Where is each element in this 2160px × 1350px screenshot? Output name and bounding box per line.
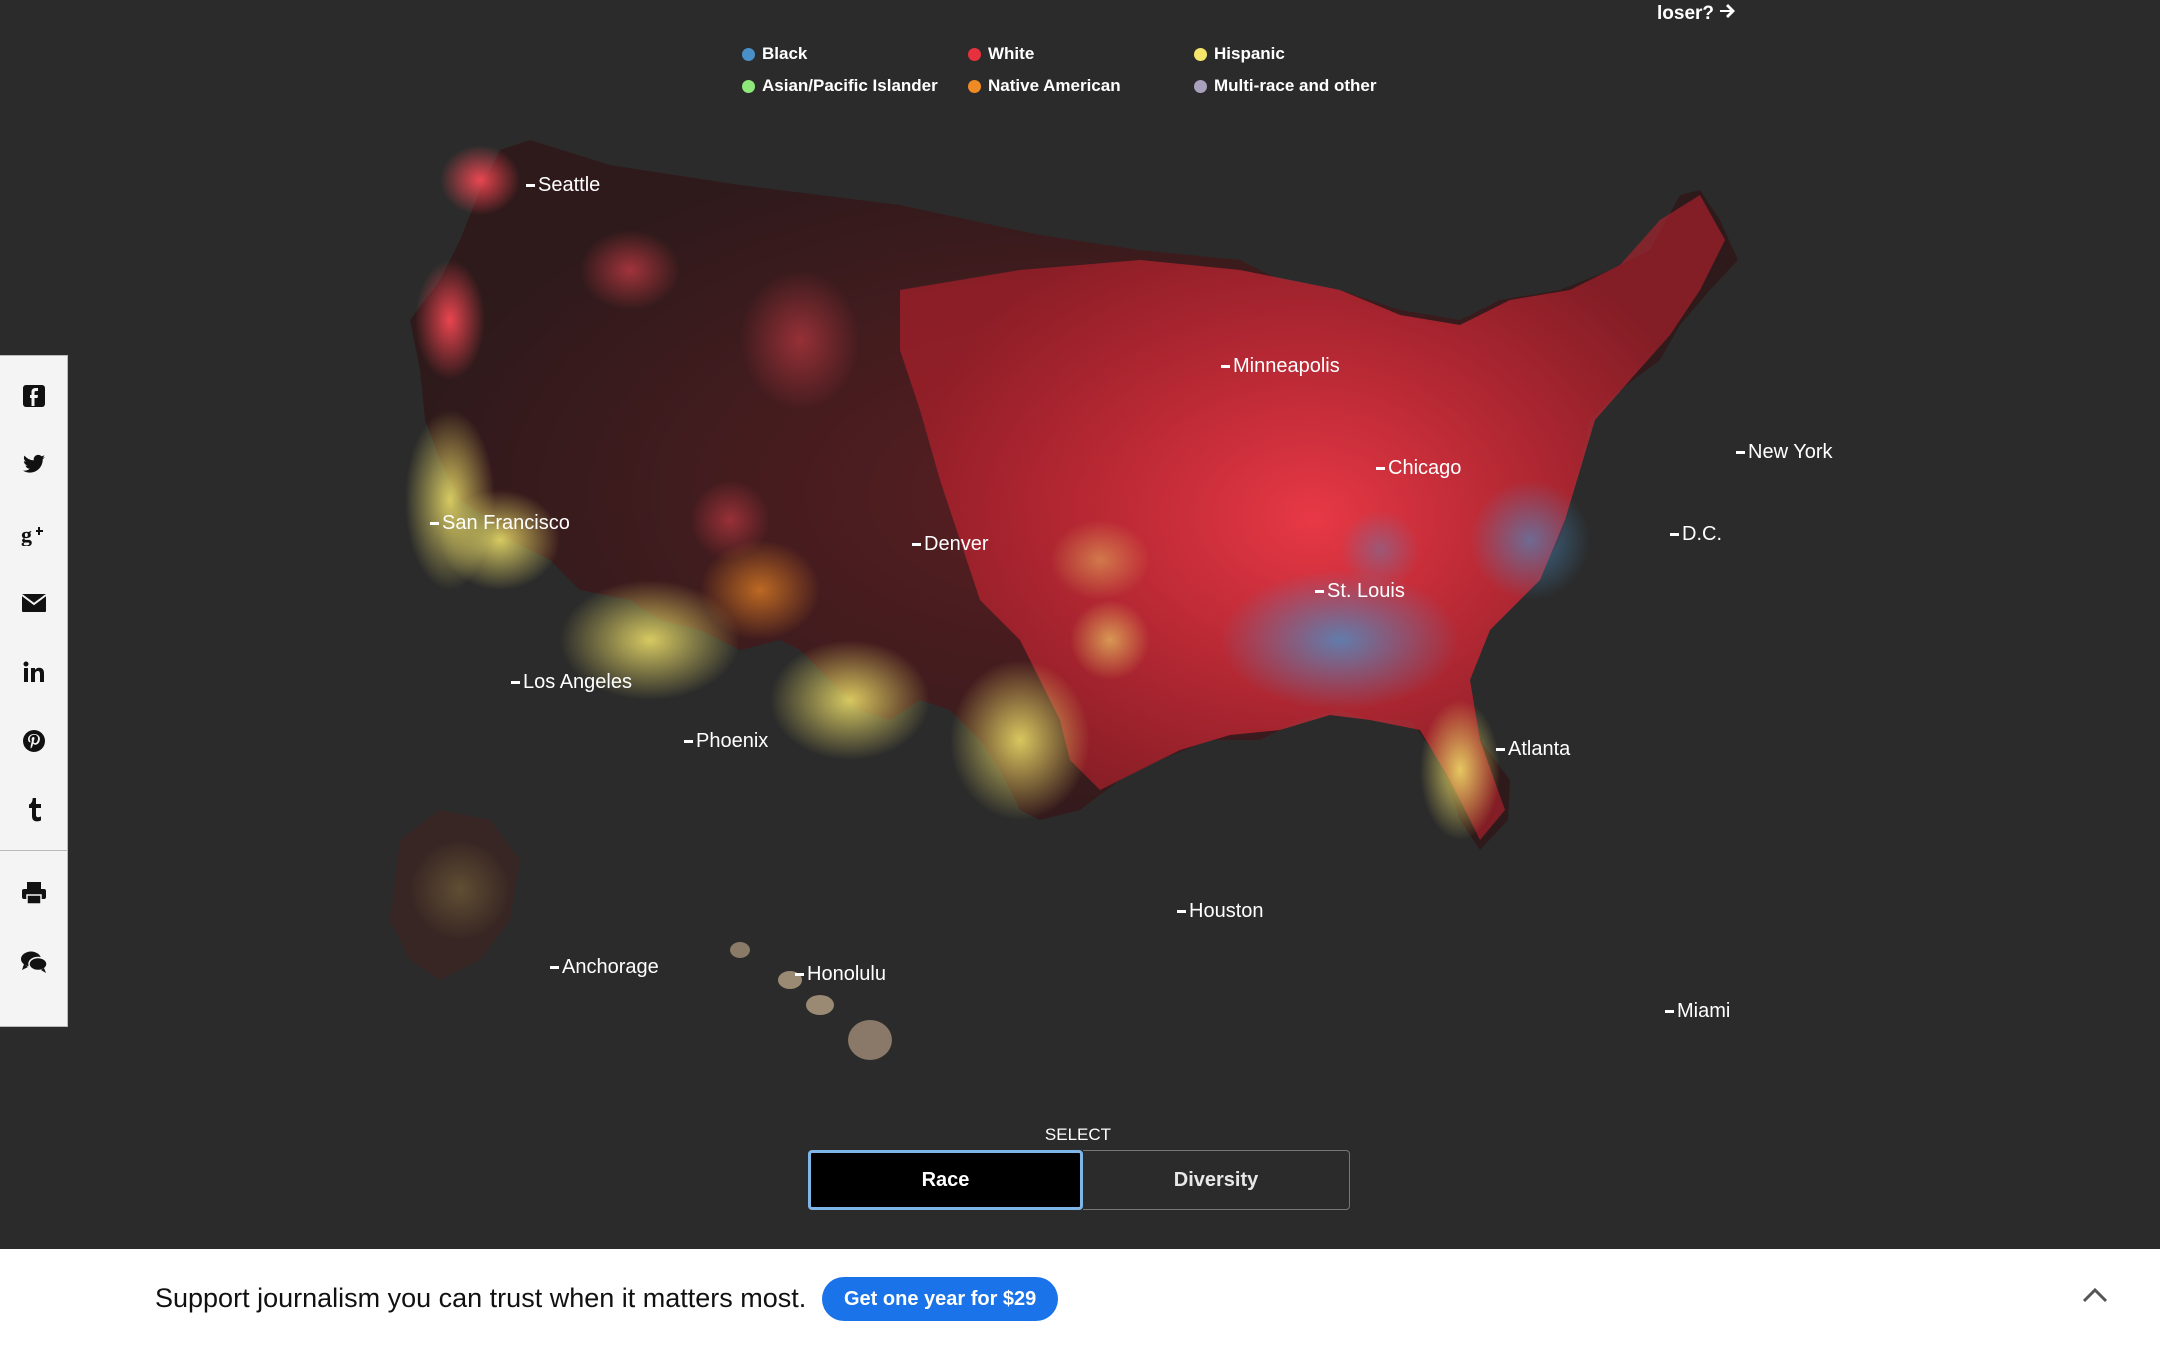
city-marker xyxy=(1496,748,1505,751)
legend-item-asian: Asian/Pacific Islander xyxy=(742,76,968,96)
linkedin-icon xyxy=(22,660,46,689)
city-label-dc: D.C. xyxy=(1670,523,1722,546)
city-marker xyxy=(1221,365,1230,368)
city-label-minneapolis: Minneapolis xyxy=(1221,355,1340,378)
legend-item-white: White xyxy=(968,44,1194,64)
city-label-denver: Denver xyxy=(912,533,988,556)
legend-swatch xyxy=(742,47,755,61)
comments-button[interactable] xyxy=(0,942,68,986)
city-marker xyxy=(684,740,693,743)
us-map-graphic xyxy=(390,140,1738,1060)
twitter-icon xyxy=(22,454,46,481)
svg-text:g: g xyxy=(21,522,32,546)
subscribe-button[interactable]: Get one year for $29 xyxy=(822,1277,1059,1321)
comments-icon xyxy=(20,950,48,979)
legend-item-hispanic: Hispanic xyxy=(1194,44,1420,64)
city-marker xyxy=(912,543,921,546)
google-plus-icon: g xyxy=(21,522,47,551)
subscription-banner: Support journalism you can trust when it… xyxy=(0,1249,2160,1350)
city-label-anchorage: Anchorage xyxy=(550,956,659,979)
map-mode-toggle: Race Diversity xyxy=(808,1150,1350,1210)
google-plus-share-button[interactable]: g xyxy=(0,514,68,558)
legend-item-multi-race: Multi-race and other xyxy=(1194,76,1420,96)
city-marker xyxy=(550,966,559,969)
chevron-up-icon[interactable] xyxy=(2082,1287,2108,1308)
print-icon xyxy=(21,881,47,910)
city-marker xyxy=(1736,451,1745,454)
city-marker xyxy=(1376,467,1385,470)
pinterest-share-button[interactable] xyxy=(0,721,68,765)
city-label-houston: Houston xyxy=(1177,900,1264,923)
facebook-icon xyxy=(22,384,46,413)
race-map[interactable]: Seattle Minneapolis Chicago New York San… xyxy=(380,120,1900,1070)
share-toolbar: g xyxy=(0,355,68,1027)
next-story-link[interactable]: loser? xyxy=(1657,2,1736,26)
email-share-button[interactable] xyxy=(0,583,68,627)
city-label-atlanta: Atlanta xyxy=(1496,738,1570,761)
arrow-right-icon xyxy=(1718,2,1736,26)
city-label-phoenix: Phoenix xyxy=(684,730,768,753)
legend-swatch xyxy=(1194,47,1207,61)
legend-item-native-american: Native American xyxy=(968,76,1194,96)
print-button[interactable] xyxy=(0,873,68,917)
select-label: SELECT xyxy=(1044,1125,1112,1144)
legend-swatch xyxy=(968,47,981,61)
legend-swatch xyxy=(968,79,981,93)
diversity-button[interactable]: Diversity xyxy=(1083,1150,1350,1210)
city-marker xyxy=(1177,910,1186,913)
city-label-chicago: Chicago xyxy=(1376,457,1461,480)
share-divider xyxy=(0,850,68,851)
email-icon xyxy=(21,593,47,618)
legend-swatch xyxy=(742,79,755,93)
banner-message: Support journalism you can trust when it… xyxy=(155,1283,807,1313)
legend-item-black: Black xyxy=(742,44,968,64)
next-story-text: loser? xyxy=(1657,3,1715,24)
city-marker xyxy=(1315,590,1324,593)
city-label-los-angeles: Los Angeles xyxy=(511,671,632,694)
legend-swatch xyxy=(1194,79,1207,93)
city-marker xyxy=(1665,1010,1674,1013)
facebook-share-button[interactable] xyxy=(0,376,68,420)
tumblr-share-button[interactable] xyxy=(0,790,68,834)
city-label-san-francisco: San Francisco xyxy=(430,512,570,535)
legend: Black White Hispanic Asian/Pacific Islan… xyxy=(742,44,1442,96)
linkedin-share-button[interactable] xyxy=(0,652,68,696)
city-label-honolulu: Honolulu xyxy=(795,963,886,986)
city-marker xyxy=(526,184,535,187)
city-label-new-york: New York xyxy=(1736,441,1833,464)
city-marker xyxy=(430,522,439,525)
city-marker xyxy=(511,681,520,684)
twitter-share-button[interactable] xyxy=(0,445,68,489)
race-button[interactable]: Race xyxy=(808,1150,1083,1210)
city-label-seattle: Seattle xyxy=(526,174,600,197)
city-label-st-louis: St. Louis xyxy=(1315,580,1405,603)
city-marker xyxy=(1670,533,1679,536)
tumblr-icon xyxy=(24,797,44,828)
city-marker xyxy=(795,973,804,976)
pinterest-icon xyxy=(22,729,46,758)
city-label-miami: Miami xyxy=(1665,1000,1730,1023)
